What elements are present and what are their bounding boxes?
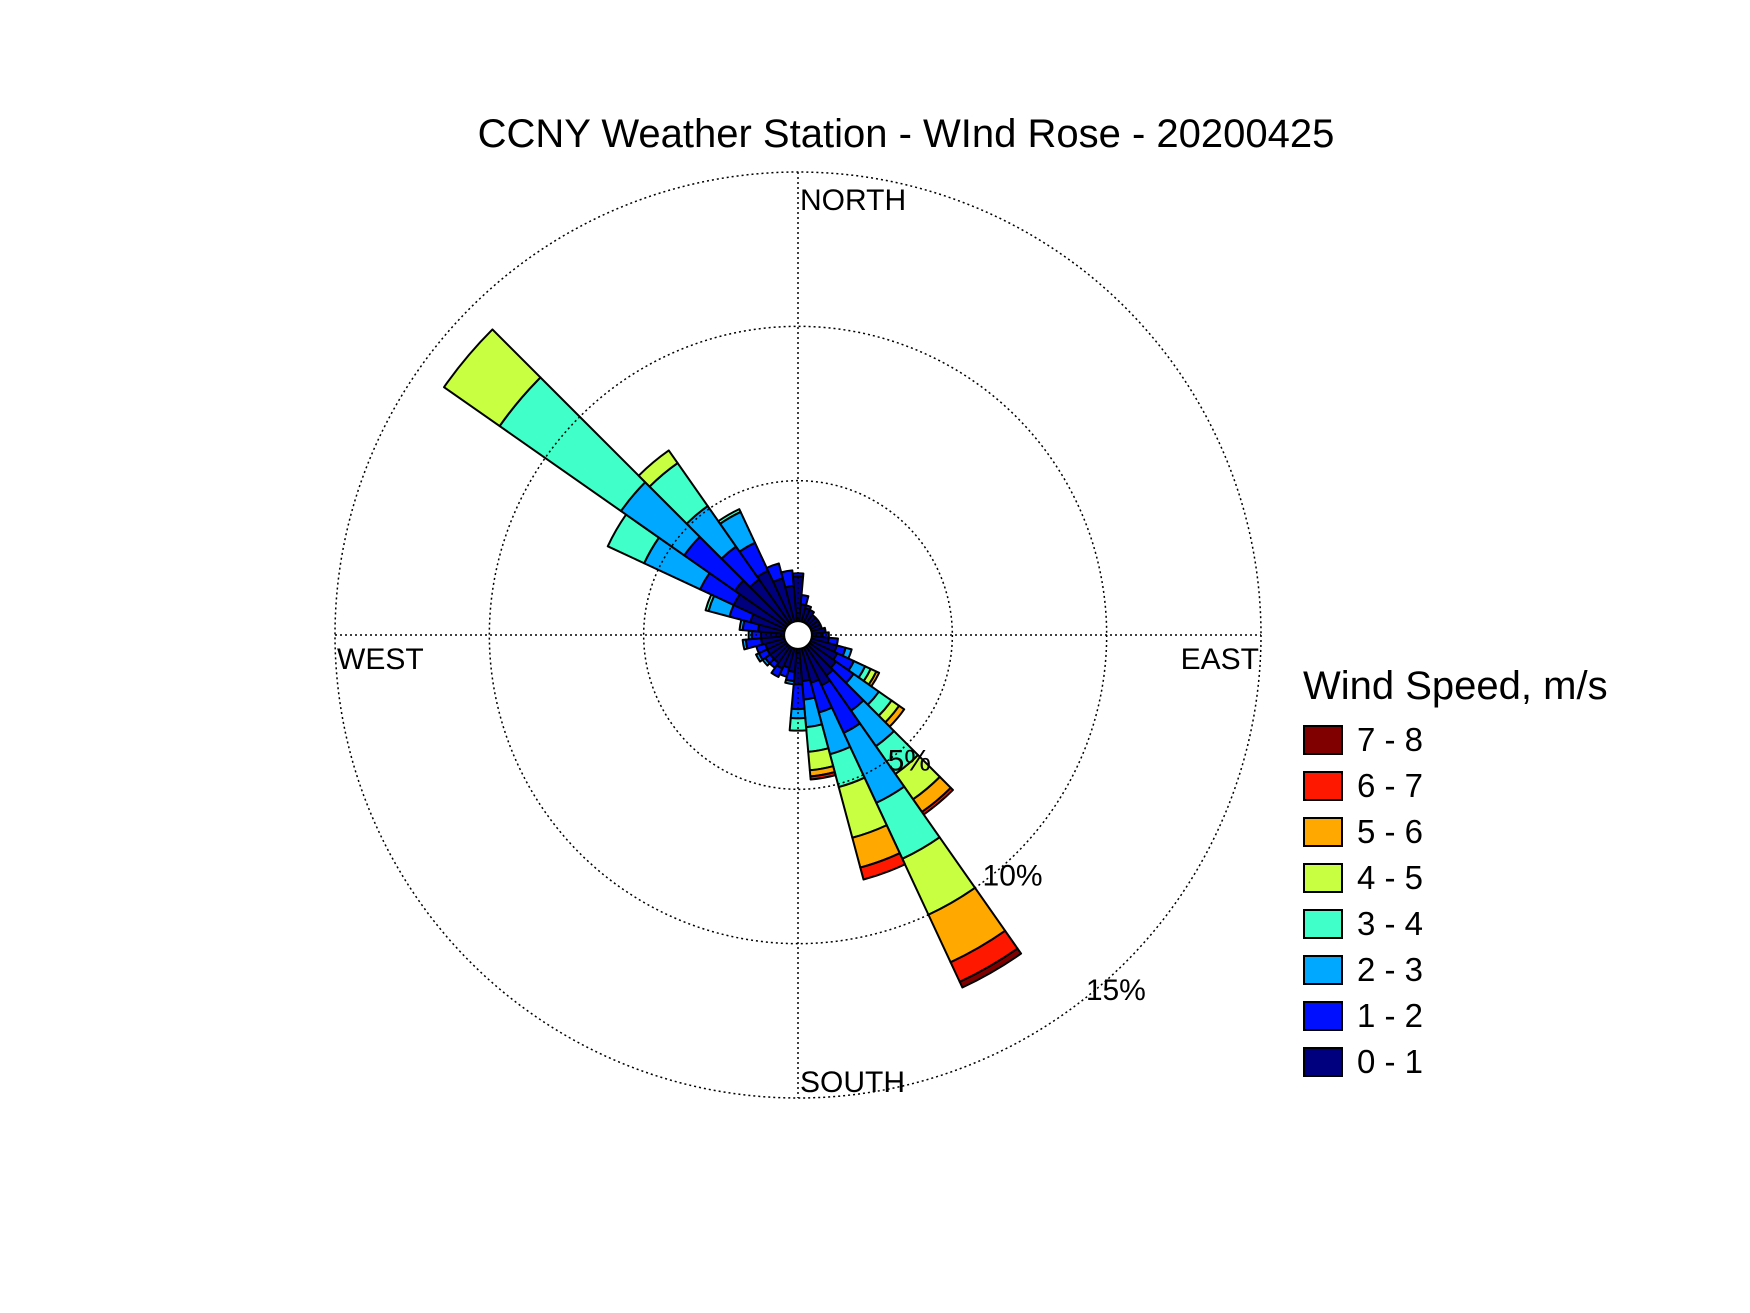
sector-350-bin-1 [780, 569, 795, 589]
legend-label: 0 - 1 [1357, 1043, 1424, 1080]
sector-190-bin-2 [784, 678, 795, 686]
legend-label: 2 - 3 [1357, 951, 1424, 988]
legend-item: 5 - 6 [1303, 813, 1608, 859]
legend-item: 4 - 5 [1303, 859, 1608, 905]
legend-swatch [1303, 725, 1343, 755]
ring-label-2: 10% [983, 859, 1043, 892]
legend-label: 1 - 2 [1357, 997, 1424, 1034]
sector-330-bin-3 [717, 508, 742, 525]
legend-label: 4 - 5 [1357, 859, 1424, 896]
sector-150-bin-7 [958, 947, 1023, 989]
legend-label: 6 - 7 [1357, 767, 1424, 804]
legend-label: 3 - 4 [1357, 905, 1424, 942]
direction-label-west: WEST [337, 643, 424, 676]
direction-label-south: SOUTH [800, 1066, 905, 1099]
grid-ring-1 [642, 479, 954, 791]
ring-label-3: 15% [1086, 974, 1146, 1007]
legend-item: 0 - 1 [1303, 1043, 1608, 1089]
sector-170-bin-6 [809, 771, 837, 781]
chart-title: CCNY Weather Station - WInd Rose - 20200… [477, 112, 1335, 156]
sector-210-bin-1 [770, 664, 784, 678]
sector-10-bin-1 [799, 594, 810, 607]
legend-title: Wind Speed, m/s [1303, 664, 1608, 708]
direction-label-north: NORTH [800, 184, 906, 217]
legend-swatch [1303, 909, 1343, 939]
legend-item: 1 - 2 [1303, 997, 1608, 1043]
direction-label-east: EAST [1181, 643, 1259, 676]
legend-item: 7 - 8 [1303, 721, 1608, 767]
wind-sectors [443, 328, 1023, 989]
legend-swatch [1303, 817, 1343, 847]
legend-item: 2 - 3 [1303, 951, 1608, 997]
sector-310-bin-4 [443, 328, 542, 428]
legend-swatch [1303, 863, 1343, 893]
center-hole [783, 620, 813, 650]
sector-260-bin-2 [741, 638, 749, 651]
legend-items: 7 - 8 6 - 7 5 - 6 4 - 5 3 - 4 2 - 3 1 - 2 0 - 1 [1303, 721, 1608, 1089]
sector-160-bin-6 [859, 852, 906, 881]
legend-item: 3 - 4 [1303, 905, 1608, 951]
legend-item: 6 - 7 [1303, 767, 1608, 813]
polar-labels: NORTH SOUTH WEST EAST 5% 10% 15% [337, 184, 1259, 1099]
sector-20-bin-1 [804, 604, 813, 611]
ring-label-1: 5% [888, 745, 931, 778]
sector-340-bin-1 [765, 562, 784, 583]
legend-swatch [1303, 955, 1343, 985]
legend: Wind Speed, m/s 7 - 8 6 - 7 5 - 6 4 - 5 3 - … [1303, 664, 1608, 1089]
legend-label: 7 - 8 [1357, 721, 1424, 758]
polar-grid [334, 171, 1262, 1099]
legend-swatch [1303, 1001, 1343, 1031]
sector-180-bin-3 [788, 717, 808, 732]
sector-240-bin-2 [755, 652, 764, 663]
legend-swatch [1303, 1047, 1343, 1077]
legend-label: 5 - 6 [1357, 813, 1424, 850]
legend-swatch [1303, 771, 1343, 801]
sector-320-bin-4 [637, 449, 679, 488]
